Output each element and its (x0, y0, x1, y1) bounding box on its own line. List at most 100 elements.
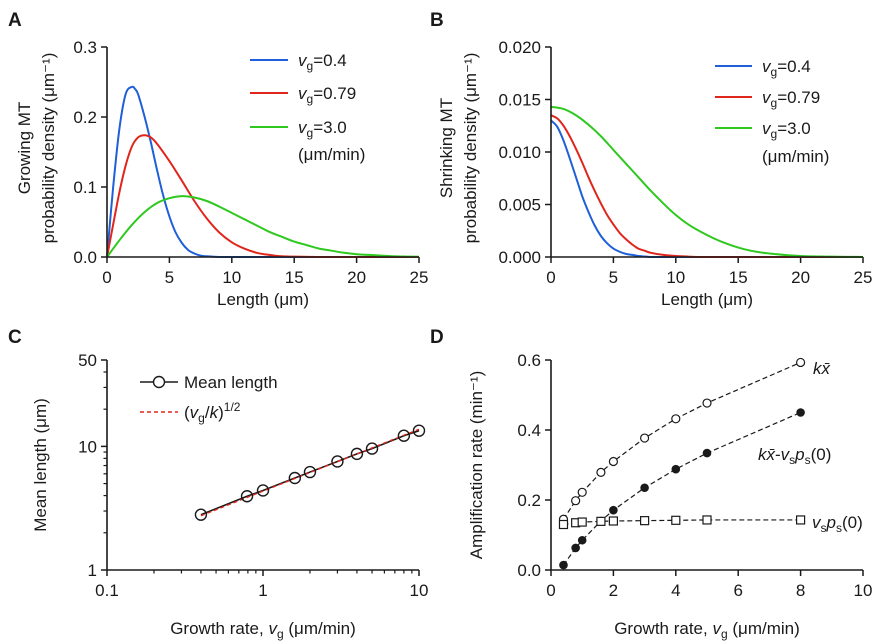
panel-d-xtick-label: 2 (609, 581, 618, 600)
legend-label-vg-0.4: vg=0.4 (298, 51, 347, 73)
legend-label-vg-0.4: vg=0.4 (762, 57, 811, 79)
panel-d-open-point (702, 398, 712, 408)
panel-c-mean-length-point (331, 455, 344, 468)
panel-c-mean-length-point (303, 465, 317, 479)
panel-b-xtick-label: 20 (791, 268, 810, 287)
panel-c-xtick-label: 1 (258, 581, 267, 600)
panel-a-legend: vg=0.4 vg=0.79 vg=3.0 (μm/min) (250, 51, 365, 164)
panel-c-mean-length-point (256, 484, 270, 497)
panel-c-ytick-label: 50 (78, 351, 97, 370)
panel-b-ytick-label: 0.000 (498, 248, 541, 267)
panel-a-ylabel-line1: Growing MT (15, 102, 34, 195)
panel-b-ticks: 0 5 10 15 20 25 0.000 0.005 0.010 0.015 0.020 (498, 38, 872, 287)
panel-c-ylabel: Mean length (μm) (31, 398, 50, 532)
panel-label-d: D (430, 327, 444, 348)
panel-a-xtick-label: 10 (222, 268, 241, 287)
panel-d-filled-point (577, 535, 587, 545)
panel-c-series (194, 424, 426, 521)
panel-c-mean-length-point (412, 424, 426, 437)
annotation-kxbar: kx̄ (813, 359, 831, 378)
panel-a-xtick-label: 25 (410, 268, 429, 287)
panel-b-xtick-label: 5 (609, 268, 618, 287)
panel-b-legend: vg=0.4 vg=0.79 vg=3.0 (μm/min) (715, 57, 829, 166)
panel-d-ytick-label: 0.0 (517, 561, 541, 580)
panel-d-ytick-label: 0.6 (517, 351, 541, 370)
panel-d-open-point (795, 357, 806, 368)
panel-d-square-point (702, 515, 712, 525)
panel-d-filled-point (640, 483, 649, 493)
panel-d-filled-point (571, 543, 580, 553)
panel-a-curve-0 (106, 85, 419, 259)
panel-a-ytick-label: 0.3 (73, 38, 97, 57)
panel-b-xtick-label: 10 (666, 268, 685, 287)
legend-units-note: (μm/min) (762, 147, 829, 166)
panel-a-ticks: 0 5 10 15 20 25 0.0 0.1 0.2 0.3 (73, 38, 428, 287)
panel-a-axes (106, 47, 419, 258)
panel-c-ytick-label: 10 (78, 437, 97, 456)
legend-label-vg-0.79: vg=0.79 (762, 88, 820, 110)
panel-c-legend: Mean length (vg/k)1/2 (140, 373, 278, 425)
panel-b-curve-2 (550, 105, 864, 258)
panel-d-axes (550, 360, 863, 571)
panel-c-mean-length-point (350, 447, 364, 461)
panel-b-shrinking-density: 0 5 10 15 20 25 0.000 0.005 0.010 0.015 0.020 Leng… (437, 38, 872, 309)
panel-d-open-point (639, 433, 650, 443)
panel-b-xtick-label: 0 (546, 268, 555, 287)
panel-c-mean-length-point (288, 471, 302, 485)
panel-d-amplification-rate: 0 2 4 6 8 10 0.0 0.2 0.4 0.6 Growth rate, vg (μm/… (467, 351, 872, 641)
panel-d-ytick-label: 0.4 (517, 421, 541, 440)
panel-a-ytick-label: 0.2 (73, 108, 97, 127)
panel-d-filled-point (702, 448, 712, 458)
legend-label-vg-3.0: vg=3.0 (298, 118, 347, 140)
panel-d-ytick-label: 0.2 (517, 491, 541, 510)
panel-d-series (558, 357, 806, 570)
annotation-kxbar-minus-vsps0: kx̄-vsps(0) (758, 445, 831, 467)
panel-b-ylabel-line1: Shrinking MT (437, 98, 456, 198)
panel-d-ylabel: Amplification rate (min⁻¹) (467, 371, 486, 559)
panel-b-xlabel: Length (μm) (661, 290, 753, 309)
panel-a-ylabel-line2: probability density (μm⁻¹) (39, 53, 58, 244)
panel-d-square-point (608, 516, 619, 526)
panel-c-mean-length-line (200, 429, 420, 516)
panel-b-ytick-label: 0.015 (498, 91, 541, 110)
panel-d-filled-point (796, 408, 805, 417)
panel-d-open-point (671, 414, 681, 424)
panel-b-curve-0 (550, 119, 863, 259)
panel-b-ytick-label: 0.020 (498, 38, 541, 57)
annotation-vsps0: vsps(0) (812, 513, 863, 535)
panel-b-xtick-label: 15 (729, 268, 748, 287)
legend-label-mean-length: Mean length (184, 373, 278, 392)
panel-d-square-point (639, 516, 650, 526)
panel-label-b: B (430, 10, 444, 31)
panel-d-filled-point (559, 560, 568, 570)
panel-d-series-line-0 (562, 361, 801, 520)
panel-label-a: A (8, 10, 22, 31)
panel-d-square-point (577, 517, 587, 527)
panel-d-xtick-label: 6 (733, 581, 742, 600)
panel-d-square-point (795, 515, 806, 525)
legend-units-note: (μm/min) (298, 145, 365, 164)
panel-b-axes (550, 47, 863, 258)
panel-d-open-point (608, 456, 619, 467)
legend-label-vg-3.0: vg=3.0 (762, 119, 811, 141)
panel-a-ytick-label: 0.1 (73, 178, 97, 197)
panel-d-series-line-1 (562, 411, 801, 566)
panel-b-xtick-label: 25 (854, 268, 873, 287)
panel-d-xtick-label: 10 (854, 581, 873, 600)
panel-a-curve-2 (106, 195, 420, 258)
panel-a-growing-density: 0 5 10 15 20 25 0.0 0.1 0.2 0.3 Length (μm) Growi… (15, 38, 428, 309)
panel-d-ticks: 0 2 4 6 8 10 0.0 0.2 0.4 0.6 (517, 351, 872, 600)
panel-d-xtick-label: 4 (671, 581, 680, 600)
panel-a-series (106, 85, 420, 259)
panel-a-xtick-label: 15 (285, 268, 304, 287)
panel-a-xlabel: Length (μm) (217, 290, 309, 309)
panel-c-mean-length-point (240, 490, 254, 503)
panel-b-ylabel-line2: probability density (μm⁻¹) (461, 53, 480, 244)
panel-d-open-point (596, 467, 606, 477)
panel-c-xtick-label: 10 (410, 581, 429, 600)
panel-b-series (550, 105, 864, 259)
panel-d-open-point (571, 496, 581, 506)
